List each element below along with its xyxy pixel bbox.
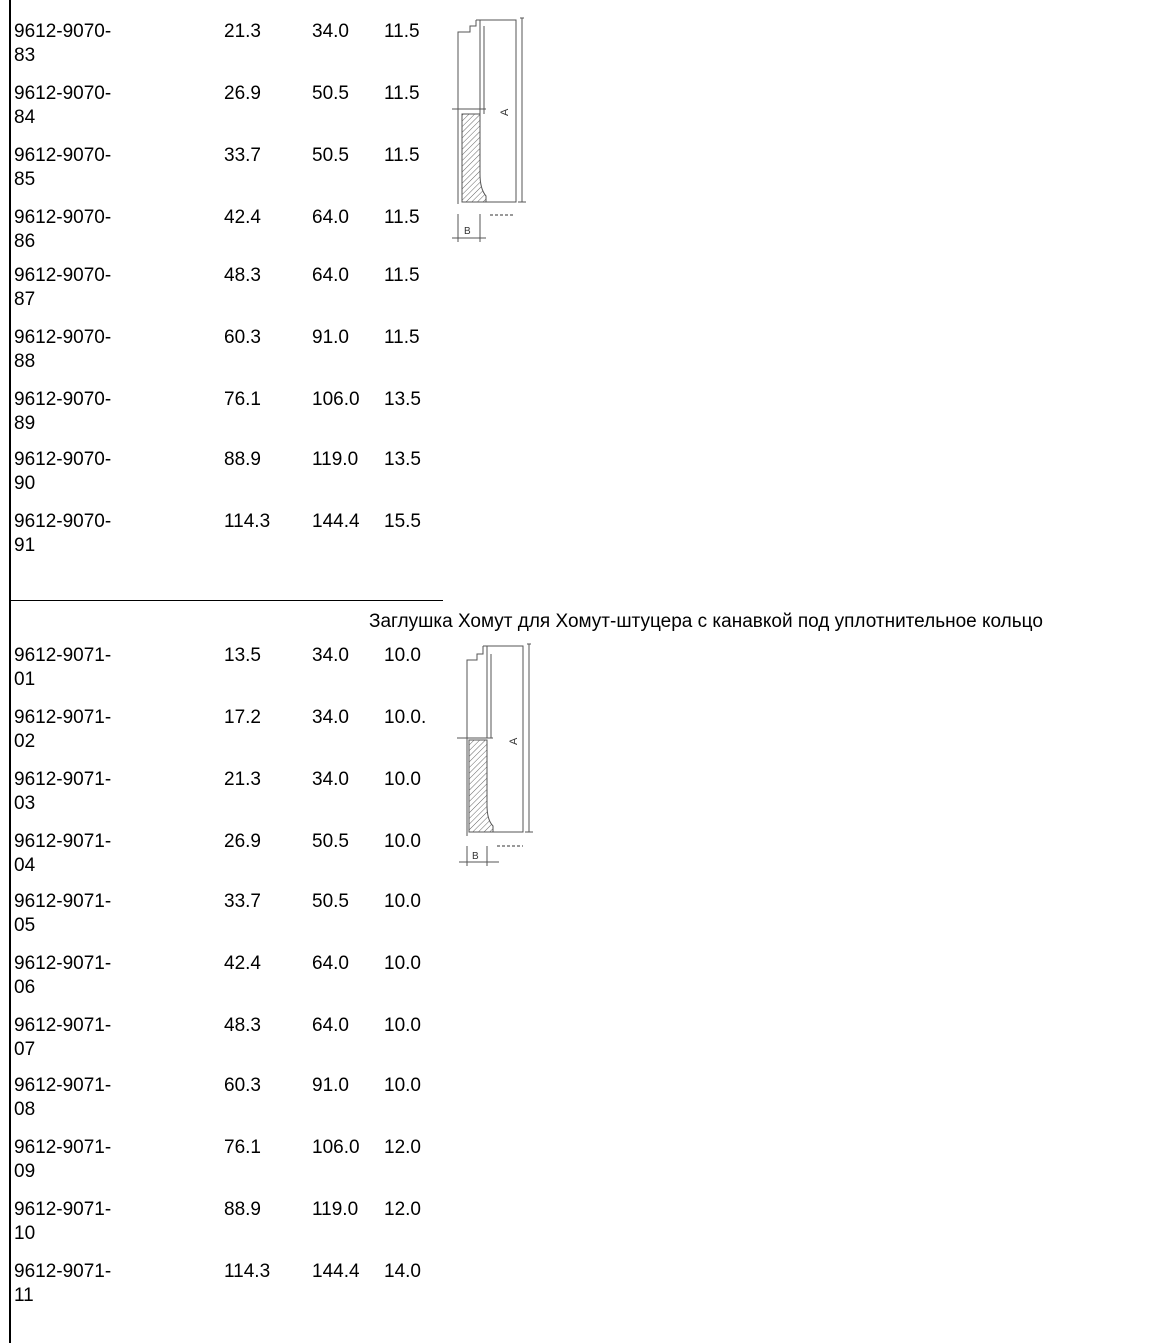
part-number: 9612-9070- 85 [14,145,112,190]
dimension-b: 12.0 [384,1199,421,1220]
part-number: 9612-9070- 86 [14,207,112,252]
part-number: 9612-9070- 91 [14,511,112,556]
dimension-a: 144.4 [312,1261,360,1282]
dimension-a: 64.0 [312,953,349,974]
dimension-b: 15.5 [384,511,421,532]
part-number: 9612-9070- 90 [14,449,112,494]
dimension-label-b: B [464,226,471,237]
dimension-b: 14.0 [384,1261,421,1282]
section-divider [9,600,443,601]
dimension-b: 11.5 [384,327,420,348]
dimension-d: 26.9 [224,831,261,852]
dimension-a: 34.0 [312,707,349,728]
dimension-d: 88.9 [224,1199,261,1220]
part-number: 9612-9071- 04 [14,831,112,876]
dimension-b: 11.5 [384,207,420,228]
dimension-a: 64.0 [312,207,349,228]
dimension-b: 10.0 [384,953,421,974]
part-number: 9612-9071- 06 [14,953,112,998]
dimension-a: 91.0 [312,1075,349,1096]
part-number: 9612-9070- 83 [14,21,112,66]
dimension-a: 50.5 [312,145,349,166]
dimension-d: 13.5 [224,645,261,666]
dimension-b: 13.5 [384,449,421,470]
dimension-b: 10.0 [384,891,421,912]
section-caption: Заглушка Хомут для Хомут-штуцера с канав… [369,611,1043,632]
dimension-label-b: B [472,851,479,862]
part-number: 9612-9071- 07 [14,1015,112,1060]
dimension-a: 50.5 [312,83,349,104]
dimension-d: 42.4 [224,207,261,228]
part-number: 9612-9071- 10 [14,1199,112,1244]
dimension-a: 106.0 [312,389,360,410]
dimension-d: 21.3 [224,21,261,42]
dimension-d: 60.3 [224,327,261,348]
dimension-b: 10.0 [384,645,421,666]
part-number: 9612-9071- 02 [14,707,112,752]
dimension-b: 11.5 [384,83,420,104]
dimension-a: 91.0 [312,327,349,348]
dimension-a: 106.0 [312,1137,360,1158]
dimension-b: 12.0 [384,1137,421,1158]
left-border-top [9,0,11,600]
dimension-a: 50.5 [312,831,349,852]
dimension-d: 76.1 [224,389,261,410]
dimension-a: 64.0 [312,1015,349,1036]
left-border-bottom [9,600,11,1343]
dimension-d: 21.3 [224,769,261,790]
dimension-label-a: A [508,737,520,745]
dimension-b: 11.5 [384,145,420,166]
part-number: 9612-9071- 05 [14,891,112,936]
dimension-a: 64.0 [312,265,349,286]
dimension-b: 10.0 [384,1075,421,1096]
dimension-a: 144.4 [312,511,360,532]
dimension-d: 114.3 [224,1261,271,1282]
dimension-d: 33.7 [224,891,261,912]
dimension-a: 34.0 [312,21,349,42]
dimension-b: 13.5 [384,389,421,410]
dimension-d: 26.9 [224,83,261,104]
dimension-d: 60.3 [224,1075,261,1096]
cap-technical-drawing: A B [450,14,540,246]
dimension-b: 11.5 [384,265,420,286]
dimension-d: 114.3 [224,511,271,532]
part-number: 9612-9071- 11 [14,1261,112,1306]
dimension-d: 42.4 [224,953,261,974]
part-number: 9612-9071- 03 [14,769,112,814]
dimension-label-a: A [499,108,511,116]
dimension-d: 33.7 [224,145,261,166]
dimension-b: 10.0 [384,769,421,790]
part-number: 9612-9071- 09 [14,1137,112,1182]
part-number: 9612-9070- 89 [14,389,112,434]
dimension-b: 10.0 [384,1015,421,1036]
dimension-a: 119.0 [312,449,359,470]
dimension-a: 34.0 [312,645,349,666]
part-number: 9612-9071- 01 [14,645,112,690]
part-number: 9612-9070- 88 [14,327,112,372]
part-number: 9612-9070- 87 [14,265,112,310]
part-number: 9612-9070- 84 [14,83,112,128]
dimension-b: 10.0 [384,831,421,852]
dimension-d: 76.1 [224,1137,261,1158]
dimension-d: 17.2 [224,707,261,728]
part-number: 9612-9071- 08 [14,1075,112,1120]
dimension-b: 11.5 [384,21,420,42]
section-9070: 9612-9070- 83 21.3 34.0 11.5 9612-9070- 84… [0,0,1154,600]
dimension-d: 88.9 [224,449,261,470]
cap-technical-drawing: A B [455,640,545,868]
dimension-a: 50.5 [312,891,349,912]
dimension-b: 10.0. [384,707,427,728]
dimension-d: 48.3 [224,1015,261,1036]
dimension-a: 34.0 [312,769,349,790]
dimension-a: 119.0 [312,1199,359,1220]
dimension-d: 48.3 [224,265,261,286]
